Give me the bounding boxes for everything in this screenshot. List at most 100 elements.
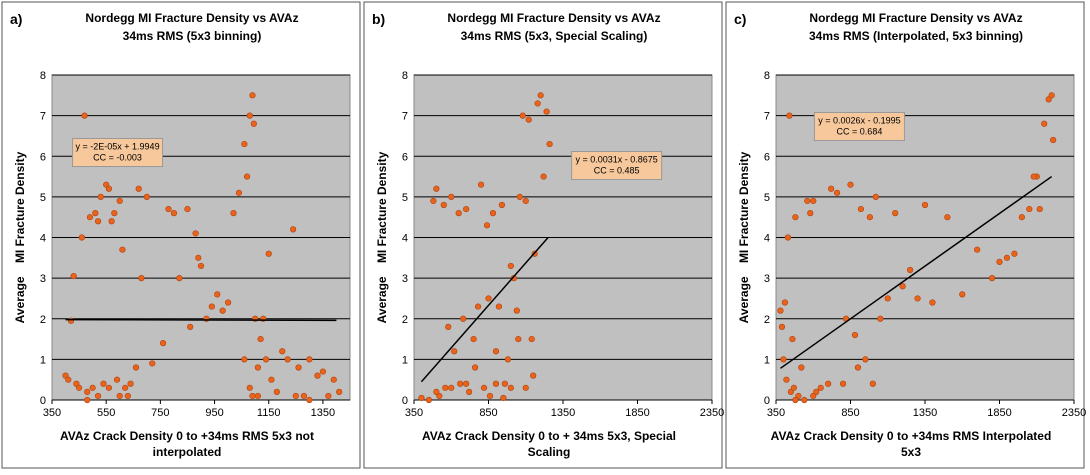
y-axis-label: Average MI Fracture Density <box>375 151 389 323</box>
scatter-point <box>857 205 865 213</box>
y-tick-label: 3 <box>764 273 770 285</box>
scatter-point <box>789 335 796 343</box>
scatter-point <box>899 283 906 290</box>
scatter-point <box>78 234 85 241</box>
y-tick-label: 1 <box>40 354 46 366</box>
x-tick-label: 350 <box>767 407 785 419</box>
scatter-point <box>914 295 921 302</box>
scatter-point <box>1011 250 1018 257</box>
scatter-point <box>306 356 313 363</box>
scatter-point <box>869 380 876 387</box>
scatter-point <box>519 112 526 119</box>
equation-box <box>571 151 663 180</box>
scatter-point <box>477 181 485 188</box>
scatter-point <box>122 384 129 391</box>
scatter-point <box>455 210 462 217</box>
scatter-point <box>300 392 308 400</box>
scatter-point <box>854 364 862 371</box>
scatter-point <box>486 392 494 400</box>
scatter-point <box>451 348 458 355</box>
scatter-point <box>810 197 817 205</box>
scatter-point <box>929 299 936 306</box>
x-axis-label: 5x3 <box>901 445 921 459</box>
scatter-point <box>418 394 425 402</box>
y-axis-label: Average MI Fracture Density <box>13 151 27 323</box>
equation-text: CC = -0.003 <box>93 153 142 163</box>
scatter-point <box>113 376 121 383</box>
scatter-point <box>336 388 343 395</box>
scatter-point <box>851 331 859 339</box>
scatter-point <box>500 394 507 402</box>
x-axis-label: AVAz Crack Density 0 to +34ms RMS Interp… <box>771 429 1052 443</box>
scatter-point <box>1036 205 1043 213</box>
equation-box <box>813 112 905 141</box>
y-tick-label: 5 <box>40 192 46 204</box>
scatter-point <box>295 364 302 371</box>
scatter-point <box>430 197 437 205</box>
scatter-point <box>921 201 929 209</box>
scatter-point <box>515 335 522 343</box>
scatter-point <box>219 307 226 314</box>
y-tick-label: 0 <box>402 395 408 407</box>
scatter-point <box>884 295 891 302</box>
chart-title: Nordegg MI Fracture Density vs AVAz <box>447 11 660 25</box>
y-tick-label: 5 <box>402 192 408 204</box>
scatter-point <box>425 396 433 404</box>
scatter-point <box>249 392 256 400</box>
scatter-point <box>780 356 787 363</box>
scatter-point <box>492 348 500 355</box>
trend-line <box>780 175 1053 369</box>
scatter-point <box>279 348 286 355</box>
scatter-point <box>448 193 455 200</box>
y-tick-label: 4 <box>402 233 408 245</box>
scatter-point <box>792 396 799 404</box>
scatter-point <box>504 356 511 363</box>
scatter-point <box>783 376 790 383</box>
equation-text: y = 0.0026x - 0.1995 <box>818 116 900 126</box>
scatter-point <box>268 376 275 383</box>
scatter-point <box>1041 120 1048 127</box>
scatter-point <box>127 380 134 387</box>
scatter-point <box>184 205 191 213</box>
x-tick-label: 950 <box>205 407 223 419</box>
scatter-point <box>988 275 996 282</box>
trend-line <box>420 237 549 383</box>
scatter-point <box>250 120 257 127</box>
x-tick-label: 1350 <box>311 407 335 419</box>
scatter-point <box>974 246 981 253</box>
scatter-point <box>116 392 123 400</box>
scatter-point <box>257 335 264 343</box>
x-tick-label: 350 <box>405 407 423 419</box>
y-tick-label: 6 <box>40 151 46 163</box>
scatter-point <box>537 92 544 99</box>
y-tick-label: 2 <box>764 314 770 326</box>
y-tick-label: 3 <box>402 273 408 285</box>
x-axis-label: Scaling <box>528 445 571 459</box>
scatter-point <box>124 392 131 400</box>
scatter-point <box>807 210 814 217</box>
y-tick-label: 1 <box>402 354 408 366</box>
y-tick-label: 7 <box>764 111 770 123</box>
y-axis-label: Average MI Fracture Density <box>737 151 751 323</box>
scatter-point <box>84 388 91 395</box>
scatter-point <box>306 396 313 404</box>
scatter-point <box>810 392 817 400</box>
scatter-point <box>165 205 172 213</box>
x-tick-label: 2350 <box>700 407 724 419</box>
scatter-point <box>442 384 449 391</box>
y-tick-label: 2 <box>40 314 46 326</box>
scatter-point <box>498 201 506 209</box>
y-tick-label: 6 <box>402 151 408 163</box>
scatter-point <box>254 392 261 400</box>
scatter-point <box>84 396 91 404</box>
equation-text: CC = 0.684 <box>837 127 883 137</box>
scatter-point <box>170 210 178 217</box>
scatter-point <box>471 364 479 371</box>
scatter-point <box>249 92 256 99</box>
chart-title: 34ms RMS (Interpolated, 5x3 binning) <box>809 29 1023 43</box>
scatter-point <box>1018 214 1025 221</box>
equation-text: CC = 0.485 <box>594 166 640 176</box>
scatter-point <box>448 384 455 391</box>
scatter-point <box>208 303 215 310</box>
